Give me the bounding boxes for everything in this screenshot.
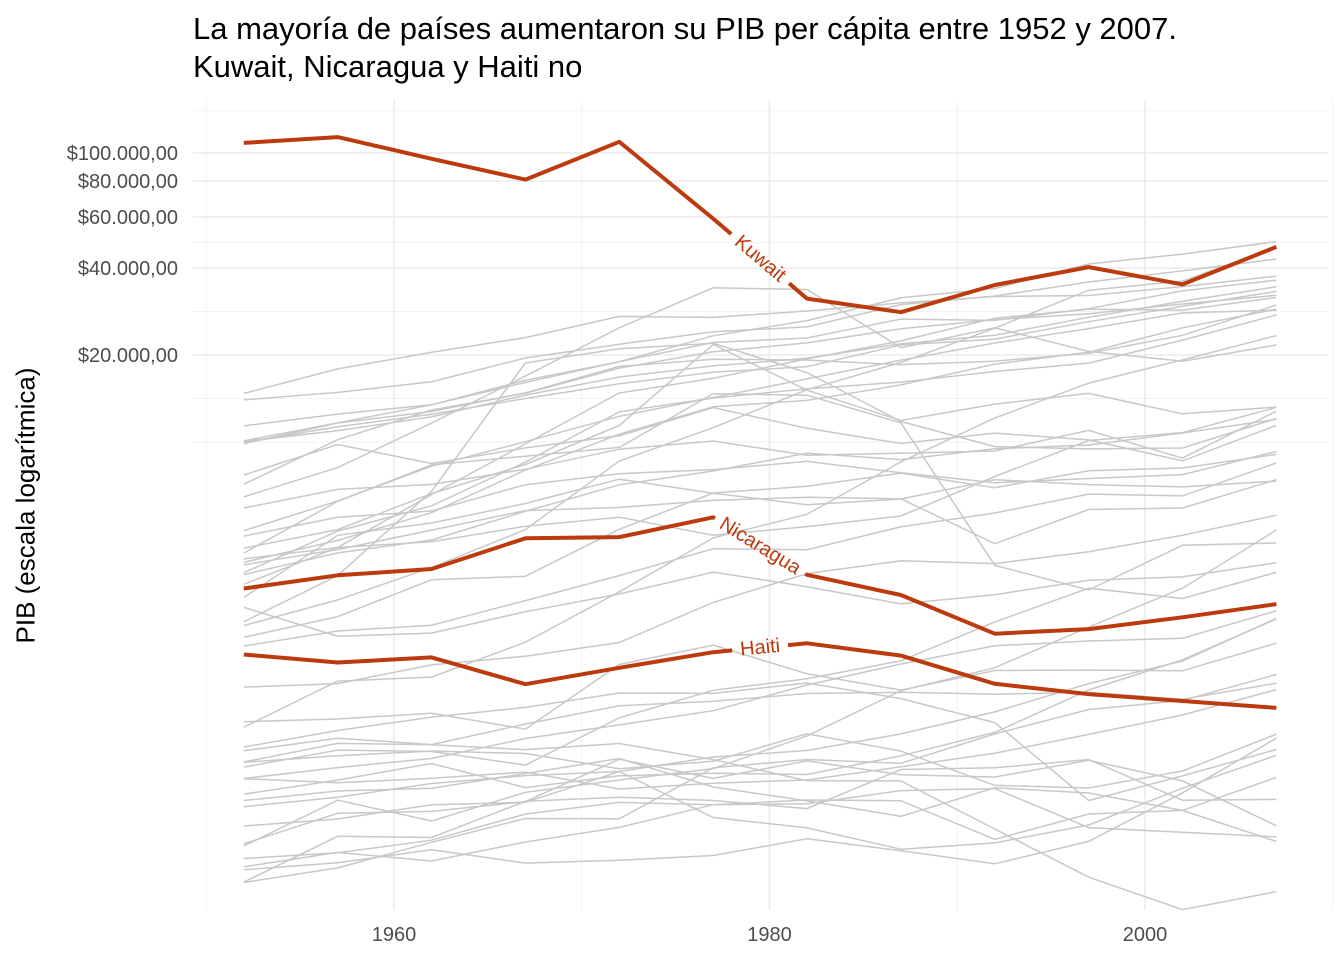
- series-line-venezuela: [243, 406, 1277, 476]
- series-line-switzerland: [243, 275, 1277, 395]
- series-line-bahrain: [243, 304, 1277, 445]
- y-tick-label: $60.000,00: [78, 207, 178, 229]
- axis-ticks: $20.000,00 $40.000,00 $60.000,00 $80.000,00…: [67, 143, 1167, 946]
- series-line-nicaragua: [804, 572, 1277, 636]
- series-line-bangladesh: [243, 688, 1277, 790]
- series-line-gabon: [243, 343, 1277, 549]
- series-line-indonesia: [243, 571, 1277, 768]
- series-line-korea-rep-: [243, 334, 1277, 728]
- series-line-kuwait: [243, 135, 733, 236]
- series-line-kenya: [243, 682, 1277, 752]
- series-line-japan: [243, 296, 1277, 585]
- series-line-iraq: [243, 392, 1277, 591]
- chart-title-line-1: La mayoría de países aumentaron su PIB p…: [193, 11, 1178, 46]
- series-line-sierra-leone: [243, 682, 1277, 802]
- series-line-bolivia: [243, 561, 1277, 637]
- series-line-greece: [243, 314, 1277, 574]
- series-line-china: [243, 529, 1277, 847]
- y-tick-label: $80.000,00: [78, 171, 178, 193]
- series-line-haiti: [243, 648, 733, 687]
- series-line-ethiopia: [243, 776, 1277, 860]
- series-line-nigeria: [243, 642, 1277, 730]
- series-line-egypt: [243, 514, 1277, 688]
- chart-title-line-2: Kuwait, Nicaragua y Haiti no: [193, 49, 583, 84]
- series-line-australia: [243, 286, 1277, 443]
- series-line-argentina: [243, 410, 1277, 509]
- x-tick-label: 2000: [1123, 924, 1168, 946]
- series-line-spain: [243, 308, 1277, 564]
- series-line-congo-dem-rep-: [243, 742, 1277, 911]
- series-line-united-states: [243, 258, 1277, 401]
- series-line-lesotho: [243, 673, 1277, 884]
- x-tick-label: 1960: [372, 924, 417, 946]
- series-line-guinea-bissau: [243, 758, 1277, 883]
- y-tick-label: $20.000,00: [78, 345, 178, 367]
- gridlines: [193, 100, 1334, 910]
- series-label-kuwait: Kuwait: [730, 231, 790, 287]
- x-tick-label: 1980: [747, 924, 792, 946]
- series-line-zimbabwe: [243, 758, 1277, 845]
- series-line-turkey: [243, 462, 1277, 647]
- series-line-italy: [243, 309, 1277, 532]
- series-line-south-africa: [243, 450, 1277, 537]
- series-line-norway: [243, 240, 1277, 442]
- series-line-vietnam: [243, 618, 1277, 795]
- background-series: [243, 240, 1277, 911]
- y-tick-label: $40.000,00: [78, 258, 178, 280]
- series-line-pakistan: [243, 610, 1277, 780]
- series-line-libya: [243, 342, 1277, 623]
- series-line-kuwait: [787, 245, 1278, 315]
- series-line-mozambique: [243, 754, 1277, 850]
- series-label-haiti: Haiti: [739, 635, 781, 661]
- series-line-nicaragua: [243, 515, 716, 591]
- series-line-haiti: [787, 641, 1277, 710]
- series-line-myanmar: [243, 737, 1277, 871]
- series-label-nicaragua: Nicaragua: [715, 513, 805, 580]
- chart-title: La mayoría de países aumentaron su PIB p…: [193, 10, 1177, 86]
- series-line-chile: [243, 406, 1277, 560]
- series-line-india: [243, 617, 1277, 808]
- series-line-canada: [243, 279, 1277, 427]
- highlighted-series: Kuwait Nicaragua Haiti: [243, 135, 1278, 710]
- y-tick-label: $100.000,00: [67, 143, 178, 165]
- series-line-singapore: [243, 246, 1277, 627]
- series-line-united-kingdom: [243, 290, 1277, 444]
- series-line-peru: [243, 478, 1277, 566]
- series-line-brazil: [243, 453, 1277, 639]
- series-line-germany: [243, 294, 1277, 485]
- series-line-saudi-arabia: [243, 287, 1277, 498]
